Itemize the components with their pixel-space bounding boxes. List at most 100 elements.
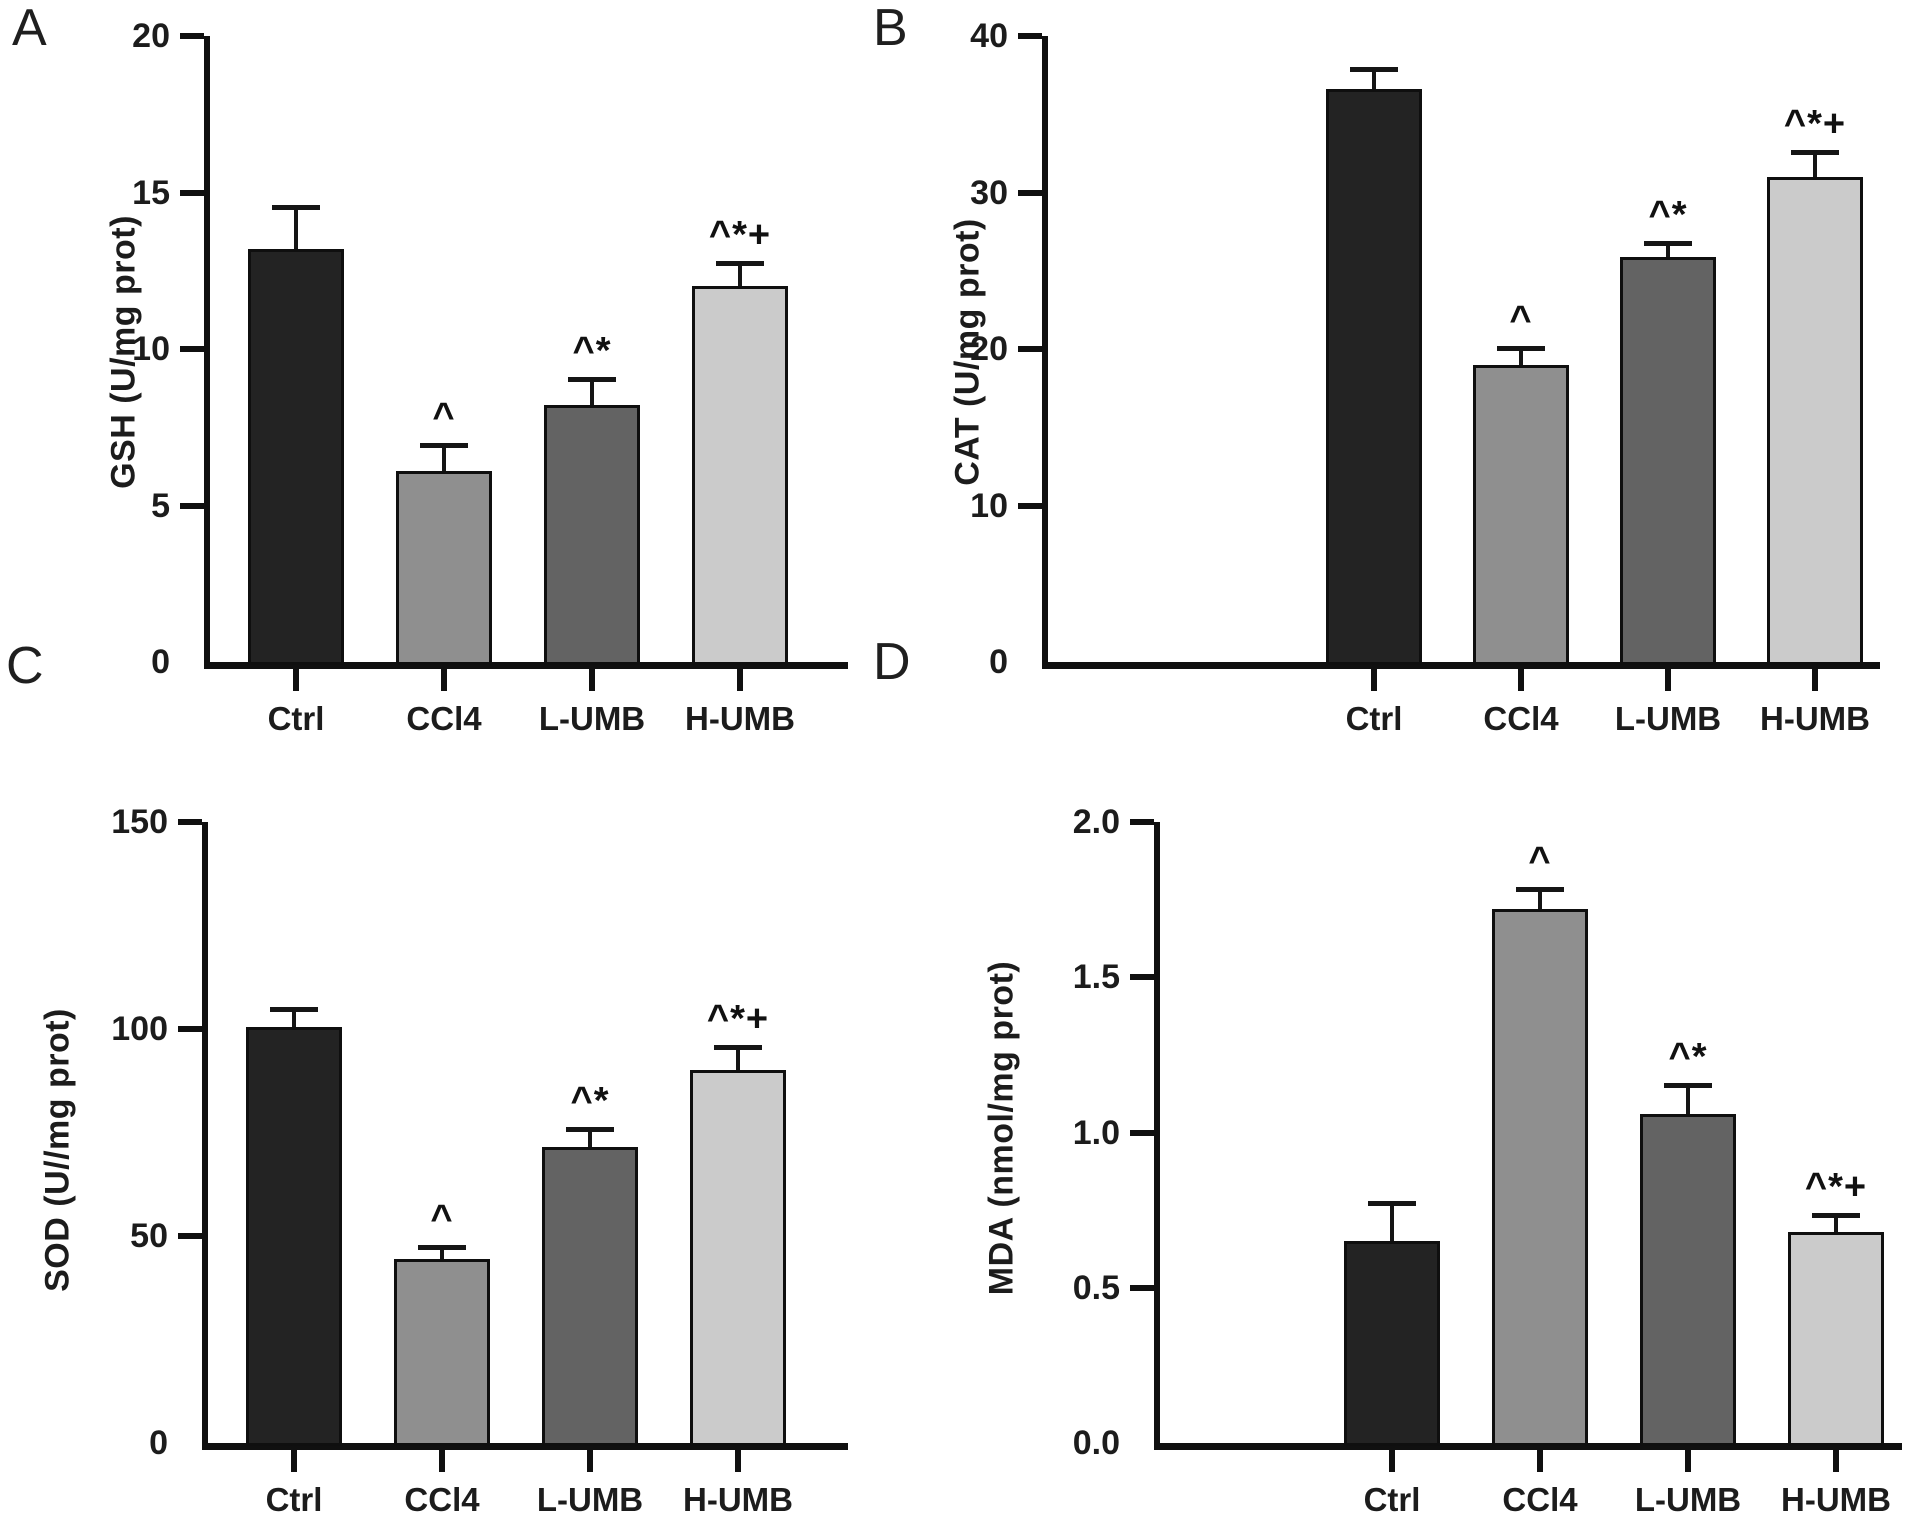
bar-a-ctrl — [248, 248, 344, 665]
panel-a-x-label-h-umb: H-UMB — [685, 700, 795, 737]
error-bar-d-h-umb — [1834, 1216, 1838, 1232]
panel-d-y-tick-label: 1.5 — [1072, 958, 1120, 997]
panel-d-x-label-ctrl: Ctrl — [1363, 1481, 1421, 1518]
panel-a-y-tick-label: 0 — [151, 643, 170, 681]
panel-d-x-tick — [1389, 1450, 1395, 1472]
panel-c-x-axis — [202, 1443, 848, 1450]
panel-b-x-tick — [1812, 669, 1818, 691]
annotation-d-l-umb: ^* — [1668, 1035, 1708, 1078]
panel-a-y-tick-label: 10 — [132, 330, 170, 368]
error-bar-a-h-umb — [738, 264, 742, 287]
error-cap-a-h-umb — [716, 261, 764, 267]
panel-a-x-label-ccl4: CCl4 — [406, 700, 482, 737]
panel-b-x-axis — [1042, 662, 1880, 669]
bar-b-ccl4 — [1473, 364, 1569, 665]
bar-c-ctrl — [246, 1026, 342, 1446]
bar-b-l-umb — [1620, 256, 1716, 665]
panel-a-x-label-ctrl: Ctrl — [267, 700, 325, 737]
bar-d-ctrl — [1344, 1241, 1440, 1446]
error-bar-c-h-umb — [736, 1047, 740, 1071]
panel-a-x-axis — [204, 662, 848, 669]
error-bar-d-ctrl — [1390, 1203, 1394, 1242]
error-cap-c-h-umb — [714, 1044, 762, 1050]
panel-b-x-label-l-umb: L-UMB — [1614, 700, 1722, 737]
error-cap-a-ctrl — [272, 205, 320, 211]
bar-a-h-umb — [692, 286, 788, 665]
panel-c-y-tick — [178, 1026, 202, 1032]
panel-a-y-tick — [180, 33, 204, 39]
panel-c-x-tick — [439, 1450, 445, 1472]
error-cap-b-ccl4 — [1497, 346, 1545, 351]
error-cap-a-ccl4 — [420, 443, 468, 449]
panel-c-y-tick-label: 150 — [111, 803, 168, 841]
annotation-a-h-umb: ^*+ — [708, 214, 772, 257]
panel-d-y-tick — [1130, 819, 1154, 825]
bar-c-l-umb — [542, 1146, 638, 1446]
panel-b-y-tick-label: 20 — [970, 330, 1008, 368]
bar-a-l-umb — [544, 405, 640, 665]
panel-c-x-tick — [735, 1450, 741, 1472]
panel-b-letter: B — [873, 0, 908, 57]
panel-d-y-tick-label: 0.0 — [1072, 1424, 1120, 1462]
panel-b-x-label-ccl4: CCl4 — [1483, 700, 1559, 737]
panel-b-y-tick-label: 0 — [989, 643, 1008, 681]
panel-c-x-tick — [291, 1450, 297, 1472]
panel-d-x-tick — [1685, 1450, 1691, 1472]
panel-b-y-tick — [1018, 33, 1042, 39]
panel-a-y-tick-label: 5 — [151, 486, 170, 525]
annotation-a-ccl4: ^ — [432, 396, 456, 439]
annotation-b-l-umb: ^* — [1648, 194, 1688, 237]
bar-b-ctrl — [1326, 89, 1422, 665]
error-cap-d-l-umb — [1664, 1082, 1712, 1088]
panel-c-x-label-l-umb: L-UMB — [536, 1481, 644, 1518]
panel-c-letter: C — [6, 637, 44, 695]
error-bar-d-l-umb — [1686, 1085, 1690, 1114]
panel-b-y-tick-label: 40 — [970, 17, 1008, 55]
panel-a-x-tick — [737, 669, 743, 691]
error-cap-c-ccl4 — [418, 1245, 466, 1251]
annotation-c-ccl4: ^ — [430, 1198, 454, 1241]
panel-d-y-tick-label: 0.5 — [1072, 1268, 1120, 1307]
panel-a-x-label-l-umb: L-UMB — [538, 700, 646, 737]
error-bar-d-ccl4 — [1538, 890, 1542, 909]
error-bar-b-ctrl — [1372, 70, 1376, 90]
error-cap-b-h-umb — [1791, 150, 1839, 156]
panel-a-y-tick-label: 20 — [132, 17, 170, 55]
error-bar-c-ccl4 — [440, 1248, 444, 1259]
panel-d-y-axis — [1154, 822, 1160, 1450]
panel-a-y-tick — [180, 346, 204, 352]
error-bar-c-ctrl — [292, 1010, 296, 1027]
panel-d-x-tick — [1537, 1450, 1543, 1472]
panel-d-x-tick — [1833, 1450, 1839, 1472]
bar-d-ccl4 — [1492, 908, 1588, 1446]
panel-d-x-axis — [1154, 1443, 1902, 1450]
annotation-d-ccl4: ^ — [1528, 840, 1552, 883]
panel-c-y-tick — [178, 1233, 202, 1239]
panel-d-x-label-l-umb: L-UMB — [1634, 1481, 1742, 1518]
error-cap-a-l-umb — [568, 377, 616, 383]
panel-b-x-label-ctrl: Ctrl — [1345, 700, 1403, 737]
bar-c-ccl4 — [394, 1258, 490, 1446]
panel-c-x-label-ctrl: Ctrl — [265, 1481, 323, 1518]
panel-d-y-tick — [1130, 1129, 1154, 1136]
panel-a-y-axis — [204, 36, 210, 669]
annotation-b-h-umb: ^*+ — [1783, 103, 1847, 146]
panel-c-x-label-h-umb: H-UMB — [683, 1481, 793, 1518]
panel-c-x-label-ccl4: CCl4 — [404, 1481, 480, 1518]
panel-d-y-tick — [1130, 1284, 1154, 1291]
panel-d-x-label-h-umb: H-UMB — [1781, 1481, 1891, 1518]
error-cap-d-h-umb — [1812, 1213, 1860, 1219]
panel-b-y-tick-label: 10 — [970, 486, 1008, 525]
panel-a-x-tick — [441, 669, 447, 691]
error-cap-b-ctrl — [1350, 67, 1398, 73]
annotation-c-l-umb: ^* — [570, 1080, 610, 1123]
panel-c-y-tick-label: 100 — [111, 1010, 168, 1048]
annotation-b-ccl4: ^ — [1509, 299, 1533, 341]
panel-b-y-tick — [1018, 502, 1042, 509]
bar-b-h-umb — [1767, 176, 1863, 665]
panel-a-letter: A — [12, 0, 47, 57]
panel-c-y-axis — [202, 822, 208, 1450]
error-bar-b-ccl4 — [1519, 349, 1523, 365]
error-cap-c-ctrl — [270, 1007, 318, 1013]
